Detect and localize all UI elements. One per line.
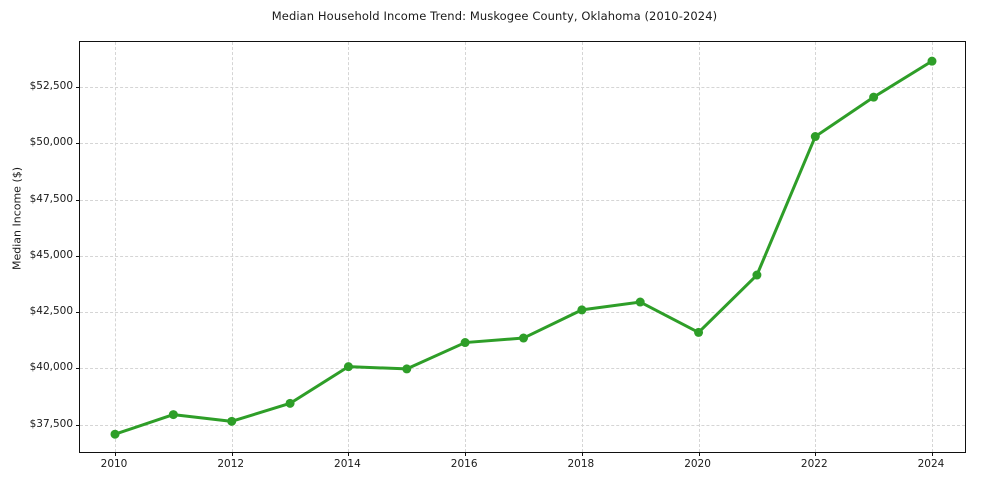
income-line bbox=[113, 59, 934, 436]
y-tick-mark bbox=[76, 312, 80, 314]
x-tick-label: 2014 bbox=[334, 458, 361, 470]
x-tick-mark bbox=[231, 452, 233, 456]
gridline-vertical bbox=[698, 42, 700, 452]
data-series-layer bbox=[110, 56, 937, 439]
data-point-marker bbox=[869, 92, 879, 102]
data-point-marker bbox=[927, 56, 937, 66]
data-point-marker bbox=[227, 416, 237, 426]
y-tick-label: $37,500 bbox=[29, 417, 73, 430]
gridline-vertical bbox=[465, 42, 467, 452]
gridline-horizontal bbox=[80, 199, 965, 201]
y-tick-label: $50,000 bbox=[29, 136, 73, 149]
gridline-vertical bbox=[115, 42, 116, 452]
gridline-vertical bbox=[231, 42, 233, 452]
gridline-horizontal bbox=[80, 255, 965, 257]
y-tick-label: $52,500 bbox=[29, 80, 73, 93]
income-markers bbox=[110, 56, 937, 439]
data-point-marker bbox=[285, 398, 295, 408]
data-point-marker bbox=[635, 297, 645, 307]
x-tick-mark bbox=[698, 452, 700, 456]
x-tick-label: 2024 bbox=[917, 458, 945, 470]
gridline-horizontal bbox=[80, 143, 965, 145]
x-tick-label: 2010 bbox=[100, 458, 128, 470]
x-tick-label: 2020 bbox=[684, 458, 711, 470]
gridline-horizontal bbox=[80, 87, 965, 89]
x-tick-mark bbox=[348, 452, 350, 456]
y-gridlines-layer bbox=[76, 42, 965, 452]
gridline-horizontal bbox=[80, 424, 965, 426]
y-axis-label: Median Income ($) bbox=[10, 166, 24, 271]
plot-area bbox=[76, 41, 966, 456]
data-point-marker bbox=[752, 270, 762, 280]
gridline-vertical bbox=[815, 42, 817, 452]
y-tick-mark bbox=[76, 143, 80, 145]
y-tick-mark bbox=[76, 87, 80, 89]
x-tick-label: 2018 bbox=[567, 458, 595, 470]
gridline-vertical bbox=[581, 42, 583, 452]
x-tick-label: 2012 bbox=[217, 458, 245, 470]
y-tick-mark bbox=[76, 255, 80, 257]
y-tick-mark bbox=[76, 424, 80, 426]
data-point-marker bbox=[577, 305, 587, 315]
x-tick-mark bbox=[815, 452, 817, 456]
x-tick-mark bbox=[465, 452, 467, 456]
data-point-marker bbox=[694, 327, 704, 337]
data-point-marker bbox=[460, 338, 470, 348]
y-tick-label: $40,000 bbox=[29, 361, 73, 374]
y-tick-mark bbox=[76, 199, 80, 201]
x-tick-mark bbox=[581, 452, 583, 456]
y-tick-label: $47,500 bbox=[29, 192, 73, 205]
gridline-vertical bbox=[931, 42, 933, 452]
data-point-marker bbox=[519, 333, 528, 343]
chart-title: Median Household Income Trend: Muskogee … bbox=[271, 9, 718, 23]
y-tick-label: $45,000 bbox=[29, 248, 73, 261]
x-tick-label: 2016 bbox=[450, 458, 478, 470]
x-tick-label: 2022 bbox=[800, 458, 828, 470]
gridline-vertical bbox=[348, 42, 350, 452]
x-gridlines-layer bbox=[80, 42, 965, 456]
gridline-horizontal bbox=[80, 368, 965, 370]
y-tick-label: $42,500 bbox=[29, 305, 73, 318]
data-point-marker bbox=[810, 132, 820, 142]
data-point-marker bbox=[402, 364, 412, 374]
gridline-horizontal bbox=[80, 312, 965, 314]
data-point-marker bbox=[168, 410, 178, 420]
data-point-marker bbox=[110, 429, 120, 439]
x-tick-mark bbox=[931, 452, 933, 456]
data-point-marker bbox=[343, 362, 353, 372]
x-tick-mark bbox=[115, 452, 116, 456]
y-tick-mark bbox=[76, 368, 80, 370]
